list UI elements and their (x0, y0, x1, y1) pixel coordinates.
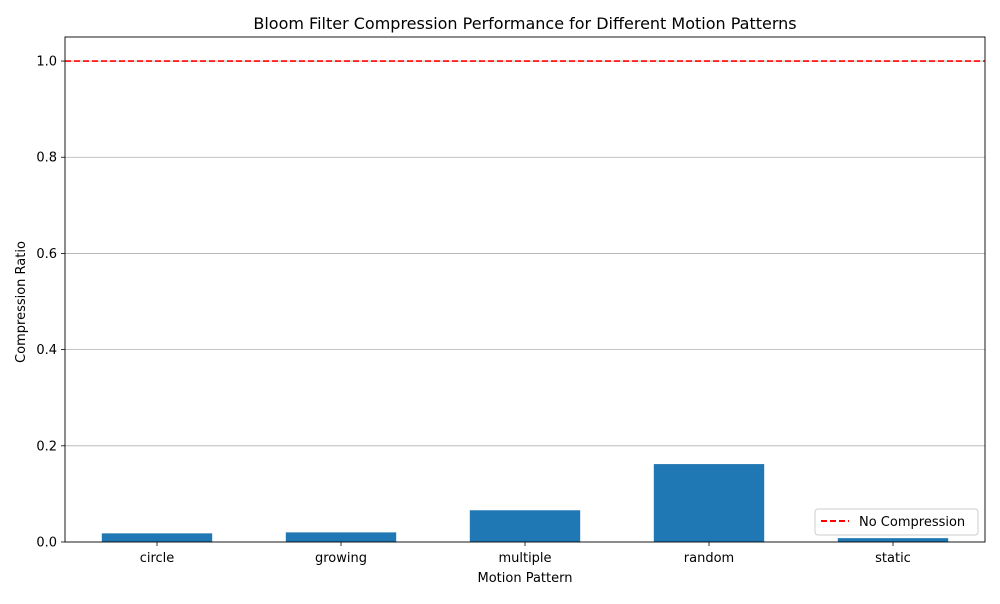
x-tick-label: random (684, 551, 734, 566)
chart-title: Bloom Filter Compression Performance for… (253, 14, 796, 33)
y-tick-label: 0.0 (36, 536, 57, 551)
y-tick-label: 1.0 (36, 55, 57, 70)
y-tick-label: 0.2 (36, 439, 57, 454)
bars (101, 464, 949, 542)
y-axis-label: Compression Ratio (14, 241, 29, 363)
legend: No Compression (814, 508, 979, 536)
x-tick-label: static (875, 551, 911, 566)
plot-frame (64, 36, 986, 543)
x-tick-label: circle (140, 551, 175, 566)
bar-circle (101, 533, 213, 542)
y-tick-label: 0.6 (36, 247, 57, 262)
legend-label: No Compression (859, 515, 965, 530)
bar-growing (285, 532, 397, 542)
bar-multiple (469, 510, 581, 542)
legend-box (814, 508, 979, 536)
x-tick-label: multiple (498, 551, 551, 566)
y-tick-label: 0.8 (36, 151, 57, 166)
bar-static (837, 538, 949, 542)
axes (61, 36, 986, 546)
x-axis-label: Motion Pattern (478, 571, 573, 586)
x-tick-label: growing (315, 551, 367, 566)
bar-random (653, 464, 765, 542)
y-tick-label: 0.4 (36, 343, 57, 358)
grid-lines (65, 60, 985, 447)
tick-labels: 0.0 0.2 0.4 0.6 0.8 1.0 circle growing multiple r… (36, 55, 911, 566)
